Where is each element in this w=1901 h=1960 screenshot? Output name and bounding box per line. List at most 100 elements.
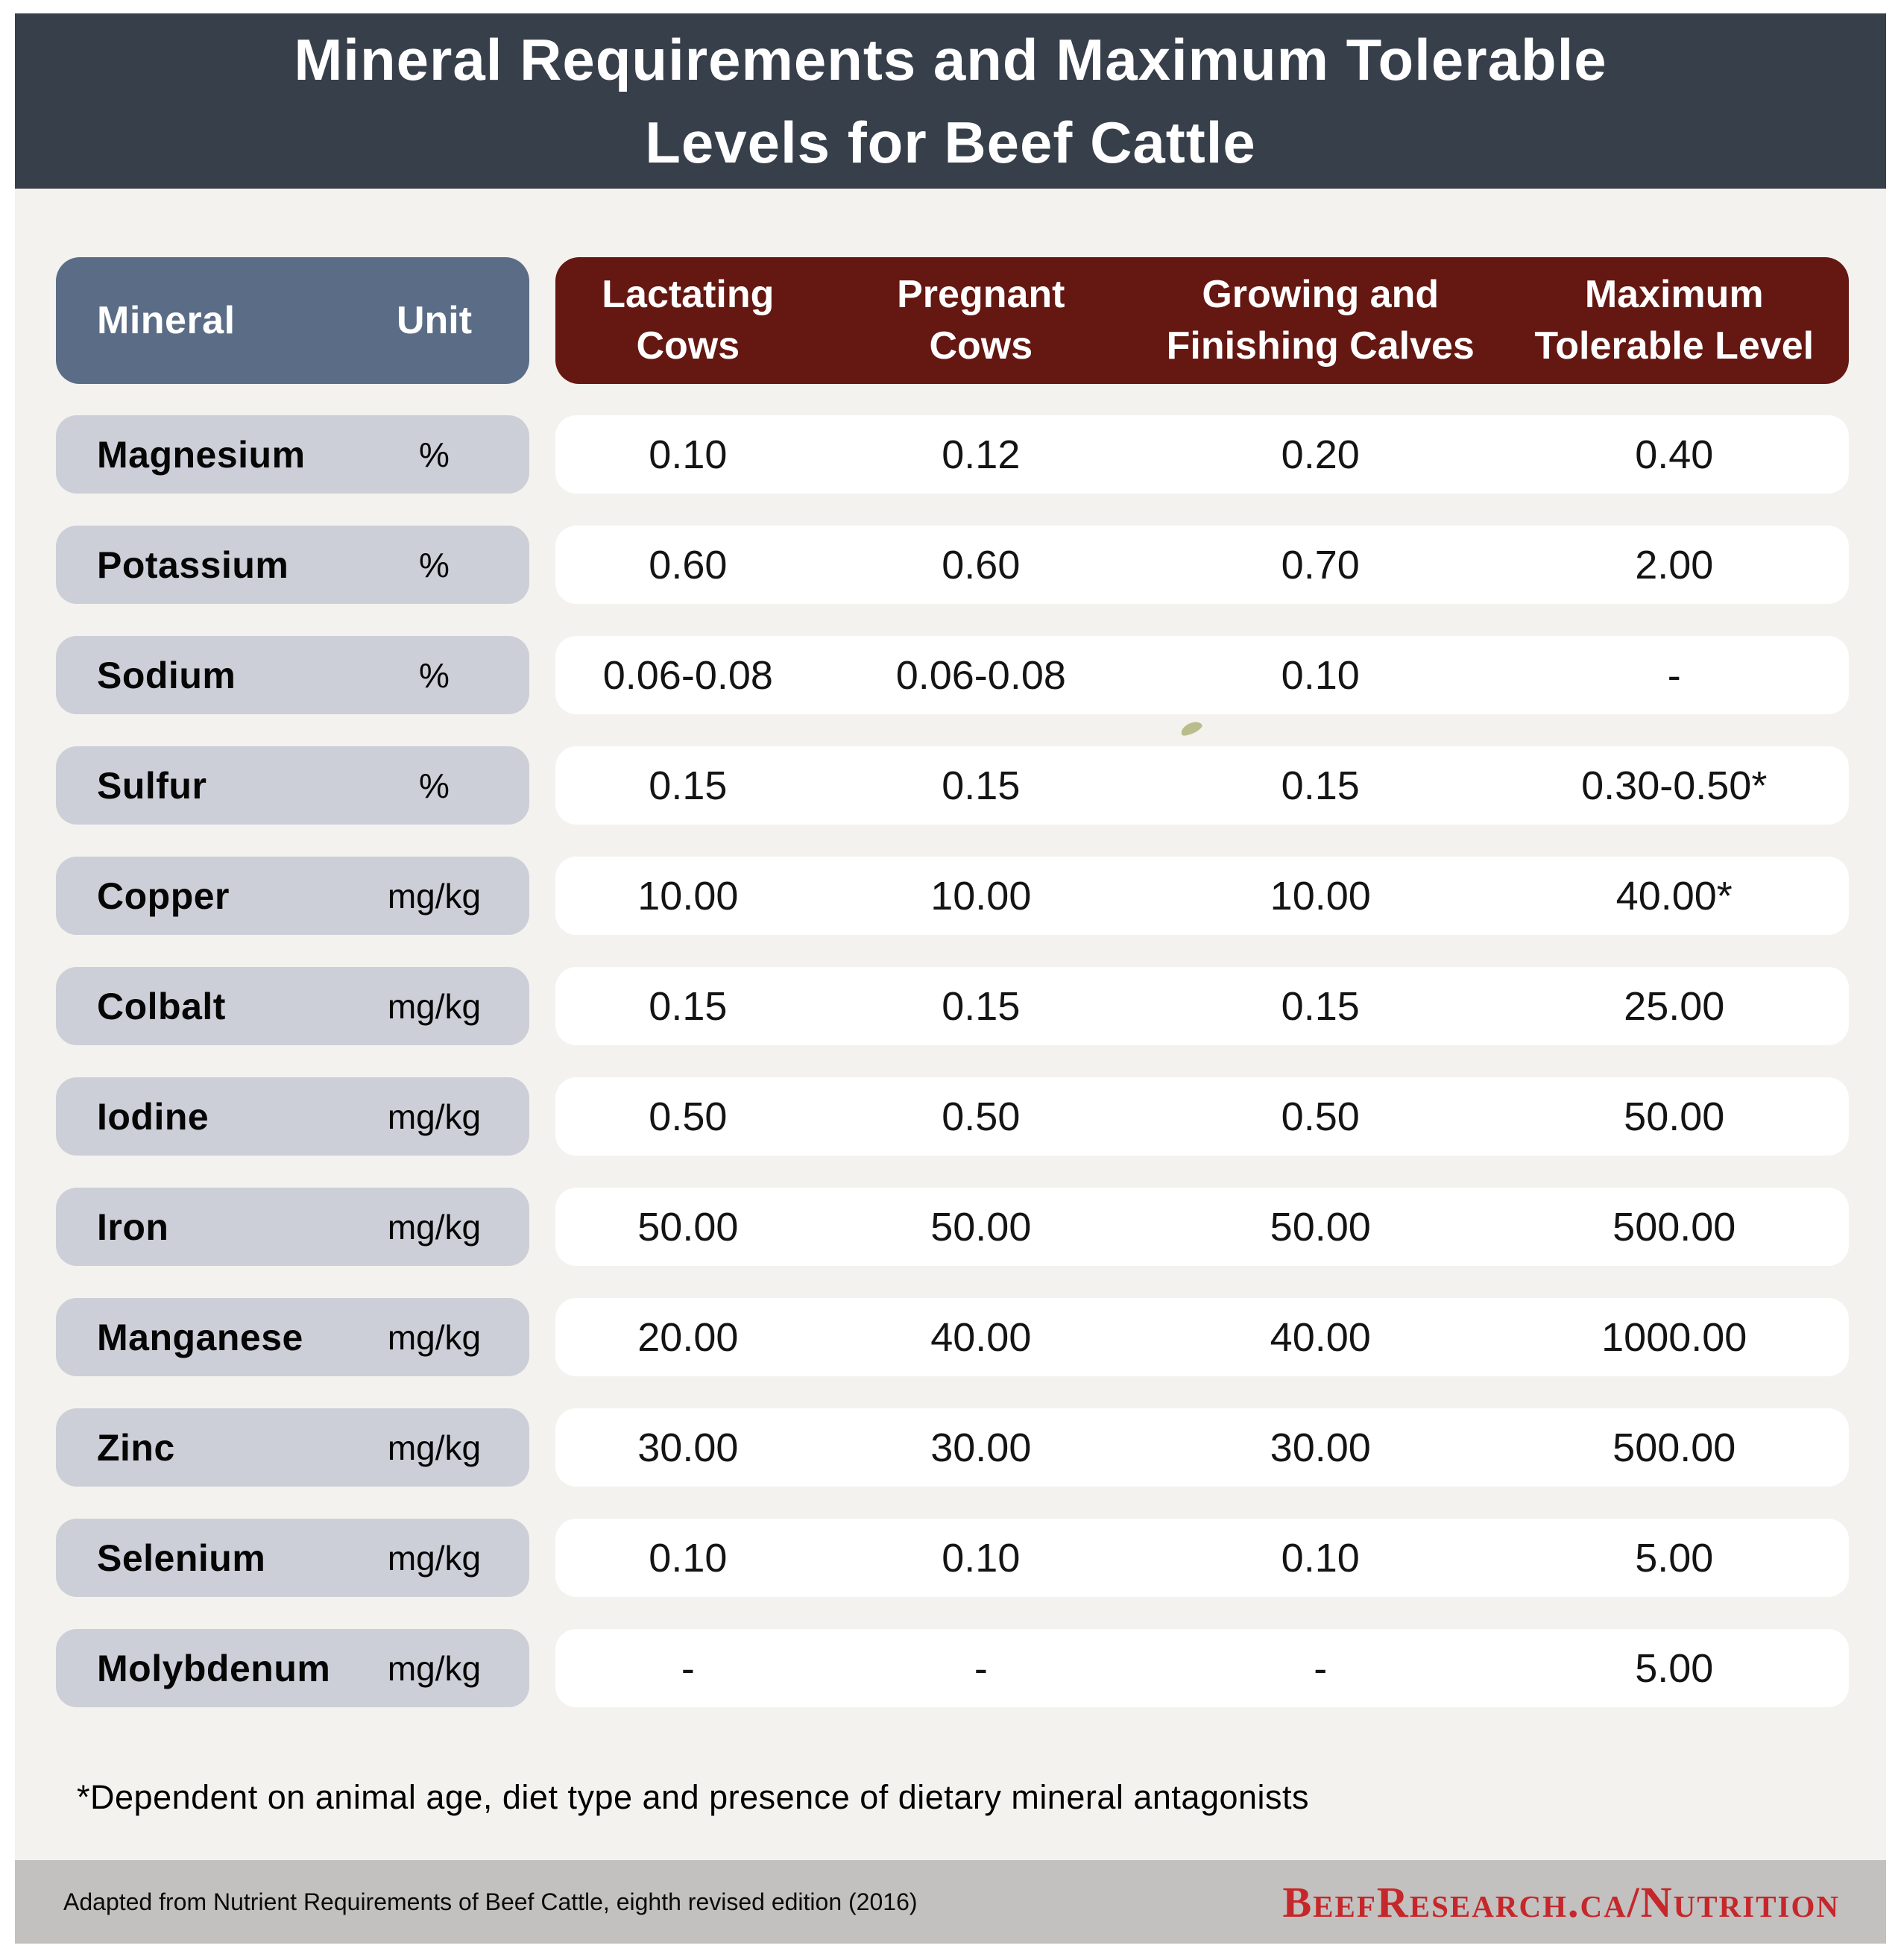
column-headers: Lactating Cows Pregnant Cows Growing and… bbox=[555, 257, 1849, 384]
value-cell: 10.00 bbox=[637, 873, 739, 918]
value-cell: - bbox=[974, 1645, 988, 1691]
unit-cell: mg/kg bbox=[387, 986, 482, 1026]
value-cell: - bbox=[1667, 652, 1681, 698]
mineral-name: Selenium bbox=[97, 1537, 266, 1579]
value-cell: 0.15 bbox=[942, 983, 1021, 1029]
row-label: Zinc mg/kg bbox=[56, 1408, 529, 1487]
leaf-mark bbox=[1179, 719, 1204, 738]
value-cell: 0.10 bbox=[1281, 1535, 1360, 1581]
value-cell: 0.06-0.08 bbox=[895, 652, 1066, 698]
value-cell: 0.60 bbox=[942, 542, 1021, 587]
value-cell: 20.00 bbox=[637, 1314, 739, 1360]
source-text: Adapted from Nutrient Requirements of Be… bbox=[63, 1888, 918, 1915]
row-label: Sodium % bbox=[56, 636, 529, 714]
row-label: Magnesium % bbox=[56, 415, 529, 494]
footnote: *Dependent on animal age, diet type and … bbox=[77, 1778, 1310, 1816]
value-cell: 50.00 bbox=[1624, 1094, 1725, 1139]
row-values: 30.00 30.00 30.00 500.00 bbox=[555, 1408, 1849, 1487]
value-cell: 0.20 bbox=[1281, 432, 1360, 477]
value-cell: 50.00 bbox=[637, 1204, 739, 1250]
row-label: Iodine mg/kg bbox=[56, 1077, 529, 1156]
value-cell: 5.00 bbox=[1635, 1645, 1714, 1691]
value-cell: 40.00 bbox=[1270, 1314, 1371, 1360]
table-row: Sodium % 0.06-0.08 0.06-0.08 0.10 - bbox=[56, 636, 1849, 714]
value-cell: 500.00 bbox=[1612, 1425, 1736, 1470]
value-cell: 30.00 bbox=[637, 1425, 739, 1470]
unit-cell: mg/kg bbox=[387, 1317, 482, 1357]
row-label: Copper mg/kg bbox=[56, 857, 529, 935]
table-row: Iron mg/kg 50.00 50.00 50.00 500.00 bbox=[56, 1188, 1849, 1266]
value-cell: 0.50 bbox=[942, 1094, 1021, 1139]
table-header-row: Mineral Unit Lactating Cows Pregnant Cow… bbox=[56, 257, 1849, 384]
unit-cell: mg/kg bbox=[387, 1538, 482, 1578]
value-cell: 0.70 bbox=[1281, 542, 1360, 587]
table-row: Manganese mg/kg 20.00 40.00 40.00 1000.0… bbox=[56, 1298, 1849, 1376]
mineral-name: Colbalt bbox=[97, 985, 226, 1027]
unit-cell: mg/kg bbox=[387, 1648, 482, 1688]
value-cell: 25.00 bbox=[1624, 983, 1725, 1029]
unit-column-header: Unit bbox=[396, 299, 473, 342]
unit-cell: mg/kg bbox=[387, 1097, 482, 1136]
value-cell: - bbox=[681, 1645, 695, 1691]
row-label: Selenium mg/kg bbox=[56, 1519, 529, 1597]
value-cell: 0.10 bbox=[649, 432, 728, 477]
row-label: Iron mg/kg bbox=[56, 1188, 529, 1266]
unit-cell: mg/kg bbox=[387, 1207, 482, 1247]
value-cell: 50.00 bbox=[930, 1204, 1032, 1250]
table-row: Iodine mg/kg 0.50 0.50 0.50 50.00 bbox=[56, 1077, 1849, 1156]
mineral-name: Sulfur bbox=[97, 764, 207, 807]
mineral-name: Copper bbox=[97, 875, 230, 917]
row-values: 0.10 0.12 0.20 0.40 bbox=[555, 415, 1849, 494]
row-label: Sulfur % bbox=[56, 746, 529, 825]
value-cell: 0.06-0.08 bbox=[602, 652, 773, 698]
mineral-name: Magnesium bbox=[97, 433, 306, 476]
unit-cell: % bbox=[419, 766, 450, 805]
value-cell: 30.00 bbox=[930, 1425, 1032, 1470]
table-row: Zinc mg/kg 30.00 30.00 30.00 500.00 bbox=[56, 1408, 1849, 1487]
value-cell: 50.00 bbox=[1270, 1204, 1371, 1250]
page-title: Mineral Requirements and Maximum Tolerab… bbox=[294, 26, 1607, 175]
table-row: Sulfur % 0.15 0.15 0.15 0.30-0.50* bbox=[56, 746, 1849, 825]
value-cell: 1000.00 bbox=[1601, 1314, 1747, 1360]
value-cell: 0.15 bbox=[649, 763, 728, 808]
mineral-name: Sodium bbox=[97, 654, 236, 696]
column-header-lactating-cows: Lactating Cows bbox=[602, 273, 775, 368]
website-link: BeefResearch.ca/Nutrition bbox=[1282, 1877, 1840, 1926]
mineral-name: Manganese bbox=[97, 1316, 303, 1358]
table-panel: Mineral Unit Lactating Cows Pregnant Cow… bbox=[15, 189, 1886, 1860]
table-row: Colbalt mg/kg 0.15 0.15 0.15 25.00 bbox=[56, 967, 1849, 1045]
row-values: 0.50 0.50 0.50 50.00 bbox=[555, 1077, 1849, 1156]
row-label: Potassium % bbox=[56, 526, 529, 604]
mineral-name: Potassium bbox=[97, 543, 289, 586]
value-cell: 0.10 bbox=[1281, 652, 1360, 698]
mineral-unit-header: Mineral Unit bbox=[56, 257, 529, 384]
mineral-column-header: Mineral bbox=[97, 299, 236, 342]
value-cell: 30.00 bbox=[1270, 1425, 1371, 1470]
value-cell: - bbox=[1314, 1645, 1328, 1691]
row-values: 0.06-0.08 0.06-0.08 0.10 - bbox=[555, 636, 1849, 714]
row-label: Molybdenum mg/kg bbox=[56, 1629, 529, 1707]
row-values: 50.00 50.00 50.00 500.00 bbox=[555, 1188, 1849, 1266]
value-cell: 0.10 bbox=[649, 1535, 728, 1581]
value-cell: 0.40 bbox=[1635, 432, 1714, 477]
table-row: Molybdenum mg/kg - - - 5.00 bbox=[56, 1629, 1849, 1707]
value-cell: 40.00* bbox=[1615, 873, 1733, 918]
value-cell: 10.00 bbox=[930, 873, 1032, 918]
mineral-name: Zinc bbox=[97, 1426, 175, 1469]
unit-cell: % bbox=[419, 655, 450, 695]
value-cell: 0.50 bbox=[649, 1094, 728, 1139]
row-values: 10.00 10.00 10.00 40.00* bbox=[555, 857, 1849, 935]
value-cell: 0.60 bbox=[649, 542, 728, 587]
footer-bar: Adapted from Nutrient Requirements of Be… bbox=[15, 1860, 1886, 1944]
row-values: 20.00 40.00 40.00 1000.00 bbox=[555, 1298, 1849, 1376]
column-header-growing-finishing-calves: Growing and Finishing Calves bbox=[1166, 273, 1475, 368]
title-bar: Mineral Requirements and Maximum Tolerab… bbox=[15, 13, 1886, 189]
row-label: Manganese mg/kg bbox=[56, 1298, 529, 1376]
row-values: 0.10 0.10 0.10 5.00 bbox=[555, 1519, 1849, 1597]
column-header-maximum-tolerable-level: Maximum Tolerable Level bbox=[1534, 273, 1815, 368]
row-label: Colbalt mg/kg bbox=[56, 967, 529, 1045]
mineral-name: Iodine bbox=[97, 1095, 209, 1138]
value-cell: 0.15 bbox=[649, 983, 728, 1029]
row-values: 0.15 0.15 0.15 0.30-0.50* bbox=[555, 746, 1849, 825]
